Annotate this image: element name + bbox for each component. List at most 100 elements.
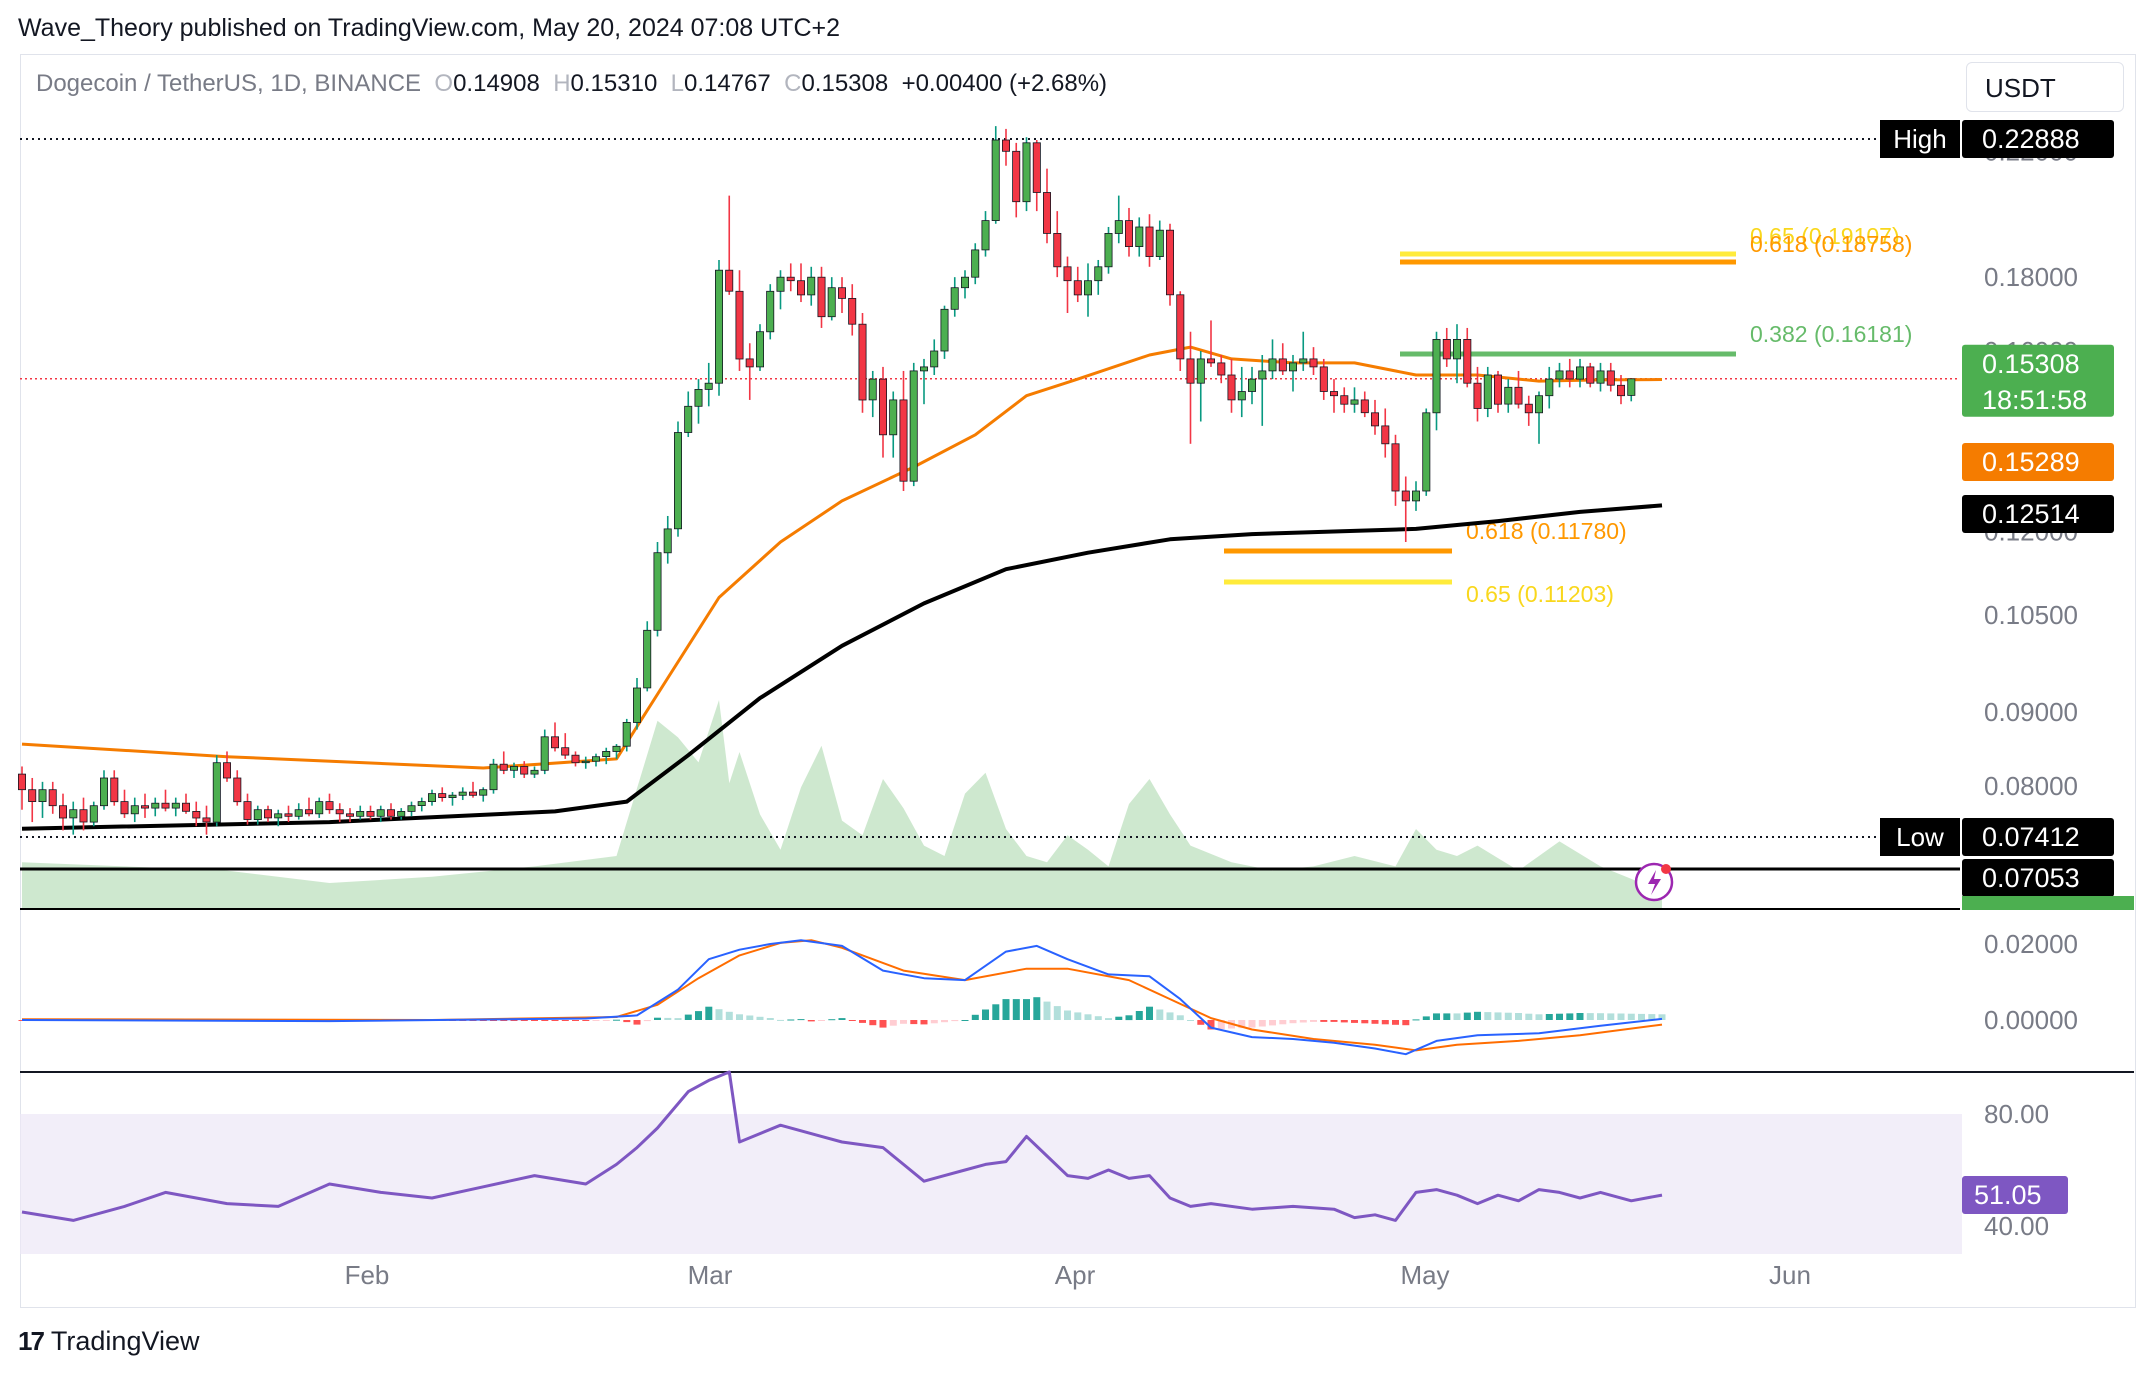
macd-pane	[18, 939, 1666, 1056]
candle	[899, 370, 908, 491]
price-tag-label-box	[1880, 818, 1960, 856]
candle	[345, 808, 354, 823]
macd-histogram-bar	[725, 1011, 733, 1020]
candle	[1237, 366, 1246, 418]
candle-body	[1606, 370, 1615, 386]
candle	[766, 284, 775, 340]
candle-body	[130, 805, 139, 815]
candle-body	[1278, 358, 1287, 372]
macd-histogram-bar	[1433, 1013, 1440, 1020]
candle	[1360, 391, 1369, 418]
candle	[161, 789, 170, 812]
candle-body	[243, 801, 252, 820]
macd-histogram-bar	[695, 1011, 702, 1020]
candle	[69, 801, 78, 835]
tradingview-logo-text: TradingView	[50, 1326, 200, 1356]
macd-histogram-bar	[889, 1020, 897, 1026]
candle	[1166, 223, 1175, 306]
symbol-legend: Dogecoin / TetherUS, 1D, BINANCE O0.1490…	[36, 70, 1107, 98]
macd-histogram-bar	[1638, 1013, 1645, 1020]
currency-button[interactable]: USDT	[1966, 62, 2124, 112]
candle-body	[284, 813, 293, 817]
price-tag: 0.15308 18:51:58	[1962, 344, 2114, 417]
candle-body	[386, 809, 395, 817]
candle-body	[633, 687, 642, 723]
tradingview-logo[interactable]: 17 TradingView	[18, 1326, 200, 1357]
macd-histogram-bar	[705, 1006, 713, 1020]
candle-body	[858, 323, 867, 401]
candle-body	[458, 791, 467, 796]
candle-body	[1125, 220, 1134, 248]
candle	[100, 770, 109, 810]
candle-body	[1155, 229, 1164, 257]
time-axis[interactable]: Feb Mar Apr May Jun	[345, 1260, 1811, 1290]
macd-histogram-bar	[992, 1004, 1000, 1020]
fib-label-4: 0.65 (0.11203)	[1466, 581, 1614, 607]
candle	[130, 797, 139, 823]
price-axis-tick: 0.18000	[1984, 262, 2078, 292]
candle	[151, 797, 160, 817]
macd-histogram-bar	[1135, 1011, 1143, 1020]
candle-body	[222, 762, 231, 779]
candle-body	[653, 552, 662, 631]
price-axis[interactable]: 0.220000.180000.160000.120000.105000.090…	[1984, 136, 2078, 1241]
candle	[1186, 331, 1195, 444]
alert-icon[interactable]	[1634, 862, 1674, 902]
candle	[202, 805, 211, 835]
candle	[1350, 387, 1359, 413]
candle-body	[1022, 142, 1031, 203]
candle	[1565, 358, 1574, 388]
candle-body	[1360, 399, 1369, 414]
legend-symbol[interactable]: Dogecoin / TetherUS, 1D, BINANCE	[36, 70, 422, 97]
candle	[1053, 211, 1062, 278]
macd-histogram-bar	[1474, 1011, 1481, 1020]
candle-body	[838, 287, 847, 299]
candle	[366, 805, 375, 820]
macd-histogram-bar	[715, 1009, 723, 1020]
candle-body	[366, 811, 375, 817]
candle-body	[920, 366, 929, 372]
macd-histogram-bar	[623, 1020, 631, 1023]
candle	[315, 797, 324, 818]
price-tag-box	[1962, 818, 2114, 856]
alert-icon-dot	[1661, 864, 1671, 874]
macd-histogram-bar	[1453, 1013, 1461, 1020]
candle	[28, 777, 37, 823]
price-tag-label: Low	[1896, 822, 1944, 852]
macd-histogram-bar	[1094, 1016, 1102, 1020]
candle	[1032, 140, 1041, 212]
candle	[633, 677, 642, 730]
candle-body	[1432, 338, 1441, 414]
candle-body	[1032, 142, 1041, 193]
macd-histogram-bar	[1156, 1009, 1164, 1020]
macd-histogram-bar	[838, 1018, 846, 1020]
candle-body	[571, 754, 580, 764]
candle-body	[1586, 366, 1595, 384]
macd-histogram-bar	[1463, 1012, 1471, 1020]
price-tag-box	[1962, 859, 2114, 897]
price-tag-value: 0.07053	[1982, 863, 2080, 893]
candle-body	[786, 276, 795, 282]
candle-body	[1207, 358, 1216, 364]
chart-frame	[20, 54, 2136, 1308]
candle-body	[1617, 384, 1626, 397]
candle-body	[776, 276, 785, 292]
candle	[233, 770, 242, 806]
candle	[807, 266, 816, 306]
candle-body	[1565, 370, 1574, 380]
macd-histogram-bar	[602, 1020, 610, 1021]
candle	[386, 803, 395, 820]
macd-histogram-bar	[1033, 997, 1041, 1020]
candle-body	[735, 290, 744, 360]
candle	[1114, 195, 1123, 244]
price-axis-tick: 0.09000	[1984, 697, 2078, 727]
candle	[1268, 339, 1277, 380]
candle	[1391, 434, 1400, 506]
macd-histogram-bar	[951, 1020, 959, 1022]
published-header: Wave_Theory published on TradingView.com…	[18, 14, 840, 42]
macd-histogram-bar	[1125, 1015, 1133, 1021]
macd-histogram-bar	[592, 1020, 600, 1021]
macd-histogram-bar	[961, 1020, 969, 1021]
candle	[284, 805, 293, 823]
